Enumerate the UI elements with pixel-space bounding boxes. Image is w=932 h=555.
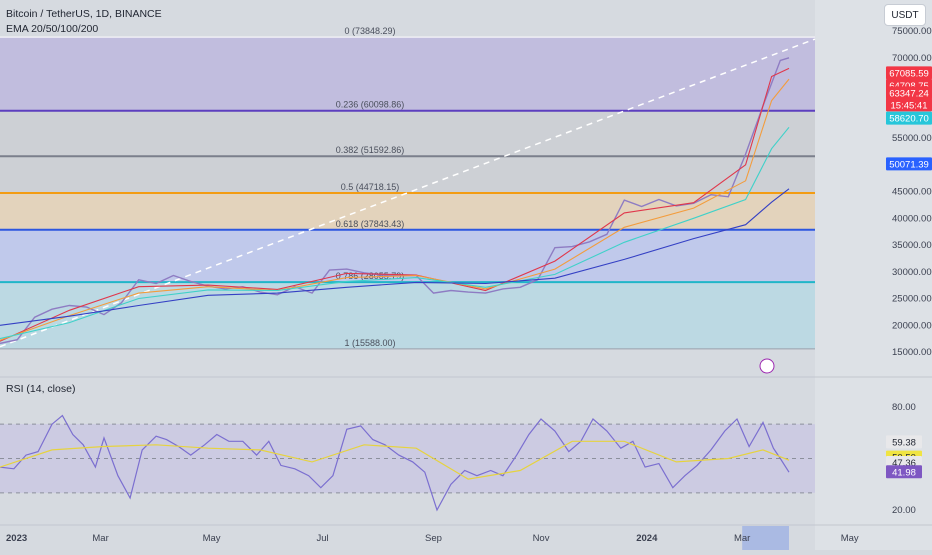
rsi-tag-label: 41.98: [892, 467, 916, 478]
x-tick-label: 2023: [6, 533, 27, 544]
price-tag-label: 67085.59: [889, 68, 929, 79]
x-tick-label: May: [841, 533, 859, 544]
price-tag-label: 58620.70: [889, 114, 929, 125]
fib-zone-2: [0, 156, 815, 194]
y-tick-label: 70000.00: [892, 53, 932, 64]
rsi-legend: RSI (14, close): [6, 383, 76, 395]
fib-label-3: 0.5 (44718.15): [341, 182, 400, 192]
price-tag-bg: [886, 86, 932, 100]
price-tag-bg: [886, 157, 932, 171]
fib-label-5: 0.786 (28055.79): [336, 271, 405, 281]
y-tick-label: 15000.00: [892, 347, 932, 358]
x-tick-label: May: [203, 533, 221, 544]
x-tick-label: Sep: [425, 533, 442, 544]
fib-zone-0: [0, 37, 815, 111]
lightning-icon: [759, 358, 775, 374]
rsi-tag-label: 59.38: [892, 437, 916, 448]
y-tick-label: 75000.00: [892, 26, 932, 37]
symbol-title: Bitcoin / TetherUS, 1D, BINANCE: [6, 8, 162, 20]
y-tick-label: 20000.00: [892, 320, 932, 331]
x-tick-label: Mar: [734, 533, 750, 544]
rsi-series-rsi: [0, 414, 790, 512]
fib-label-6: 1 (15588.00): [344, 338, 395, 348]
price-tag-label: 63347.24: [889, 88, 929, 99]
rsi-y-tick: 80.00: [892, 402, 916, 413]
currency-button[interactable]: USDT: [884, 4, 926, 26]
fib-label-4: 0.618 (37843.43): [336, 219, 405, 229]
rsi-tag-label: 47.36: [892, 458, 916, 469]
fib-zone-4: [0, 229, 815, 283]
rsi-series-rsi-ma: [0, 440, 790, 480]
x-tick-label: Jul: [316, 533, 328, 544]
x-tick-label: 2024: [636, 533, 658, 544]
y-tick-label: 45000.00: [892, 187, 932, 198]
trend-line: [0, 38, 816, 348]
fib-label-1: 0.236 (60098.86): [336, 100, 405, 110]
series-ema-200: [0, 188, 790, 326]
fib-zone-3: [0, 193, 815, 230]
ema-legend: EMA 20/50/100/200: [6, 23, 99, 35]
y-tick-label: 35000.00: [892, 240, 932, 251]
fib-zone-5: [0, 282, 815, 349]
x-tick-label: Nov: [533, 533, 550, 544]
rsi-tag-bg: [886, 435, 922, 449]
y-tick-label: 30000.00: [892, 267, 932, 278]
fib-zone-1: [0, 110, 815, 157]
price-tag-label: 15:45:41: [891, 100, 928, 111]
fib-label-0: 0 (73848.29): [344, 26, 395, 36]
time-range-highlight: [742, 526, 789, 550]
price-tag-bg: [886, 66, 932, 80]
price-tag-bg: [886, 98, 932, 112]
price-tag-bg: [886, 111, 932, 125]
rsi-tag-bg: [886, 465, 922, 479]
rsi-y-tick: 20.00: [892, 505, 916, 516]
x-tick-label: Mar: [92, 533, 108, 544]
y-tick-label: 40000.00: [892, 213, 932, 224]
price-tag-label: 50071.39: [889, 159, 929, 170]
fib-label-2: 0.382 (51592.86): [336, 145, 405, 155]
y-tick-label: 55000.00: [892, 133, 932, 144]
y-tick-label: 25000.00: [892, 294, 932, 305]
